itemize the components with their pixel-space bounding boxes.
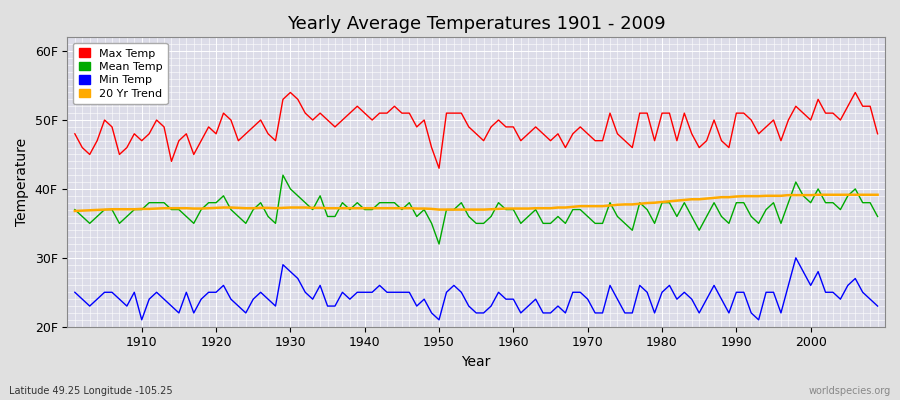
X-axis label: Year: Year bbox=[462, 355, 490, 369]
Y-axis label: Temperature: Temperature bbox=[15, 138, 29, 226]
Legend: Max Temp, Mean Temp, Min Temp, 20 Yr Trend: Max Temp, Mean Temp, Min Temp, 20 Yr Tre… bbox=[73, 43, 167, 104]
Text: worldspecies.org: worldspecies.org bbox=[809, 386, 891, 396]
Title: Yearly Average Temperatures 1901 - 2009: Yearly Average Temperatures 1901 - 2009 bbox=[287, 15, 665, 33]
Text: Latitude 49.25 Longitude -105.25: Latitude 49.25 Longitude -105.25 bbox=[9, 386, 173, 396]
